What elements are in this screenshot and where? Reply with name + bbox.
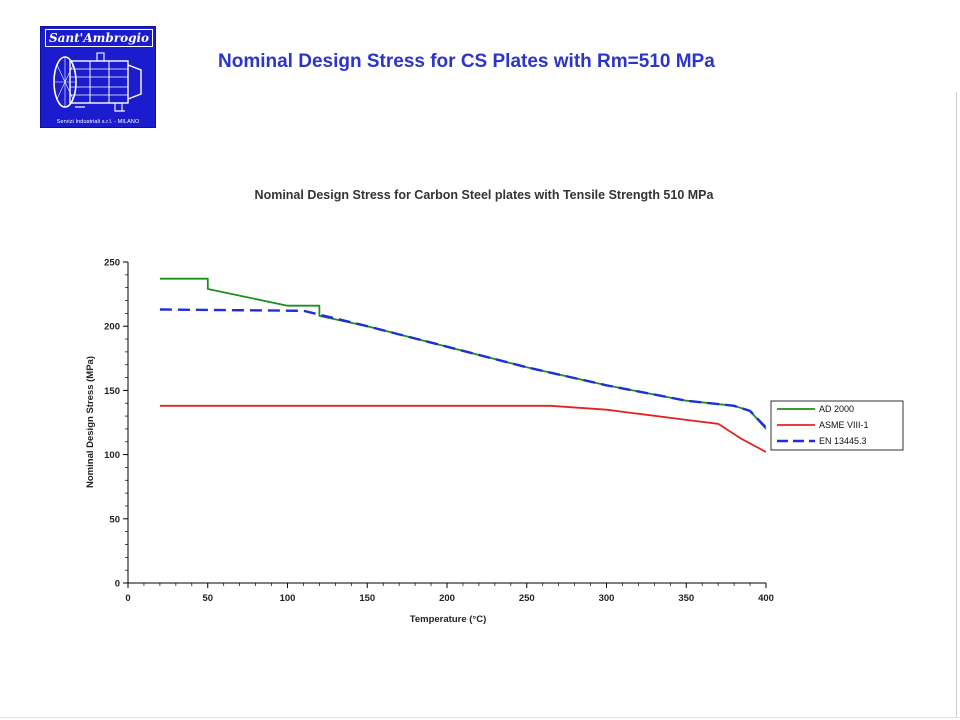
logo-name: Sant'Ambrogio [45, 29, 153, 47]
x-tick-label: 50 [202, 593, 213, 604]
chart-series [159, 277, 767, 453]
y-tick-label: 0 [115, 579, 120, 590]
bottom-divider [0, 717, 960, 718]
y-axis-label: Nominal Design Stress (MPa) [85, 356, 96, 488]
legend-label-ad-2000: AD 2000 [819, 404, 854, 414]
y-tick-label: 250 [104, 258, 120, 269]
chart-title: Nominal Design Stress for Carbon Steel p… [255, 188, 715, 202]
y-tick-label: 100 [104, 450, 120, 461]
series-line-en-13445-3 [159, 308, 767, 429]
x-tick-label: 300 [599, 593, 615, 604]
y-tick-label: 150 [104, 386, 120, 397]
y-tick-label: 200 [104, 322, 120, 333]
series-line-asme-viii-1 [159, 404, 767, 453]
legend-label-en-13445-3: EN 13445.3 [819, 436, 867, 446]
y-tick-label: 50 [109, 514, 120, 525]
x-tick-label: 100 [280, 593, 296, 604]
x-tick-label: 0 [125, 593, 130, 604]
x-tick-label: 250 [519, 593, 535, 604]
x-tick-label: 350 [678, 593, 694, 604]
legend-label-asme-viii-1: ASME VIII-1 [819, 420, 869, 430]
chart-legend: AD 2000 ASME VIII-1 EN 13445.3 [770, 400, 904, 451]
heat-exchanger-logo-icon [53, 52, 142, 112]
x-tick-label: 400 [758, 593, 774, 604]
x-axis-label: Temperature (°C) [410, 614, 486, 625]
x-tick-label: 150 [359, 593, 375, 604]
logo-subtitle: Servizi Industriali s.r.l. - MILANO [56, 119, 140, 125]
slide-title: Nominal Design Stress for CS Plates with… [218, 51, 715, 72]
right-divider [956, 92, 957, 718]
chart-axes: 0 50 100 150 200 250 0 50 100 150 200 250 300 350 400 [104, 258, 774, 605]
x-tick-label: 200 [439, 593, 455, 604]
company-logo: Sant'Ambrogio Servizi Industriali s.r.l.… [40, 26, 156, 128]
